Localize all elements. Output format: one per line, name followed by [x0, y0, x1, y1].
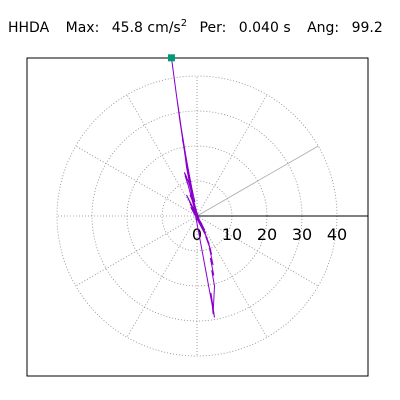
grid-spoke: [196, 215, 319, 287]
period-label: Per:: [199, 20, 227, 36]
angle-value: 99.2: [351, 20, 383, 36]
max-value: 45.8 cm/s: [111, 20, 181, 36]
radial-tick-label: 0: [192, 225, 202, 244]
grid-spoke: [196, 94, 268, 217]
grid-spoke: [126, 215, 198, 338]
radial-tick-label: 20: [257, 225, 277, 244]
radial-tick-label: 30: [292, 225, 312, 244]
max-label: Max:: [65, 20, 100, 36]
grid-spoke: [75, 145, 198, 217]
angle-label: Ang:: [307, 20, 340, 36]
particle-motion-trace: [170, 57, 216, 318]
peak-marker: [167, 54, 175, 62]
plot-frame: [26, 57, 369, 377]
radial-tick-label: 40: [327, 225, 347, 244]
station-code: HHDA: [8, 20, 50, 36]
plot-header: HHDA Max: 45.8 cm/s2 Per: 0.040 s Ang: 9…: [8, 18, 383, 38]
radial-tick-labels: 0 10 20 30 40: [192, 225, 347, 244]
grid-spoke: [126, 94, 198, 217]
azimuth-line: [196, 145, 319, 217]
max-unit-exponent: 2: [180, 18, 188, 29]
grid-spoke: [196, 215, 268, 338]
grid-spoke: [75, 215, 198, 287]
period-value: 0.040 s: [238, 20, 291, 36]
radial-tick-label: 10: [222, 225, 242, 244]
